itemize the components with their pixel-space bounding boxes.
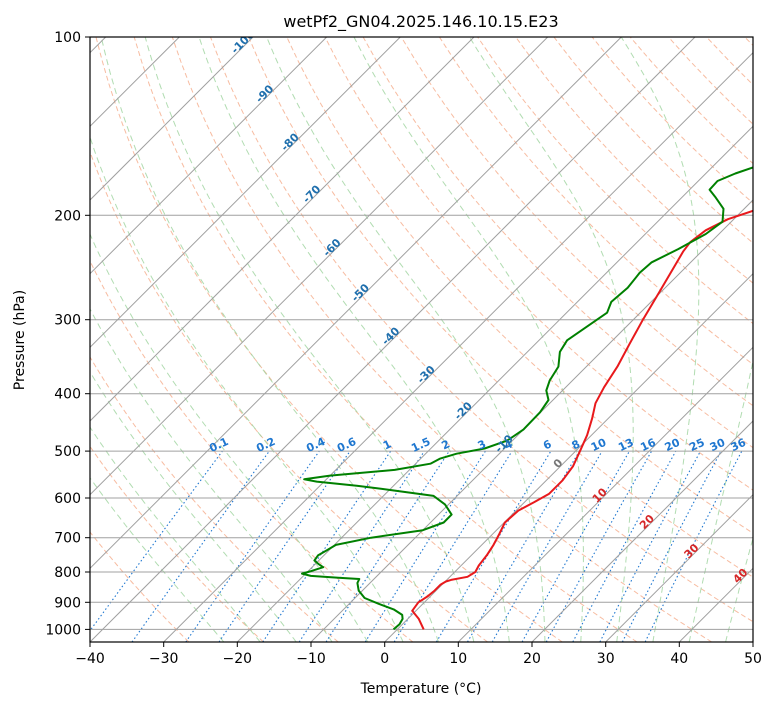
isotherm-gridline (310, 199, 753, 642)
x-tick-label: −10 (296, 651, 326, 667)
y-tick-label: 300 (54, 313, 81, 329)
isotherm-gridline (236, 125, 753, 642)
mixing-ratio-line (644, 450, 743, 642)
x-tick-label: −30 (149, 651, 179, 667)
isotherm-gridline (163, 51, 753, 642)
dry-adiabat-line (515, 37, 753, 284)
mixing-ratio-label: 16 (638, 436, 658, 454)
y-tick-label: 800 (54, 565, 81, 581)
x-tick-label: 50 (744, 651, 762, 667)
mixing-ratio-line (262, 450, 392, 642)
y-tick-label: 100 (54, 30, 81, 46)
x-tick-label: 0 (380, 651, 389, 667)
x-tick-label: −40 (75, 651, 105, 667)
y-tick-label: 900 (54, 595, 81, 611)
mixing-ratio-line (572, 450, 677, 642)
x-axis-label: Temperature (°C) (360, 681, 482, 697)
y-axis-label: Pressure (hPa) (12, 290, 28, 390)
y-tick-label: 600 (54, 491, 81, 507)
mixing-ratio-line (90, 450, 223, 632)
moist-adiabat-line (198, 37, 510, 642)
dry-adiabat-line (90, 531, 190, 642)
plot-frame (89, 36, 754, 643)
mixing-ratio-line (131, 450, 270, 642)
moist-adiabat-line (90, 135, 404, 642)
dry-adiabat-line (210, 37, 753, 623)
data-layer (301, 166, 753, 631)
dry-adiabat-line (171, 37, 712, 642)
moist-adiabat-line (353, 37, 584, 642)
chart-title: wetPf2_GN04.2025.146.10.15.E23 (283, 12, 558, 32)
mixing-ratio-line (325, 450, 450, 642)
moist-adiabat-line (688, 358, 753, 642)
dry-adiabat-line (90, 150, 488, 642)
mixing-ratio-line (298, 450, 425, 642)
isotherm-gridline (90, 37, 549, 496)
mixing-ratio-label: 13 (616, 436, 635, 454)
dry-adiabat-line (133, 37, 638, 642)
y-tick-label: 1000 (45, 622, 81, 638)
isotherm-gridline (90, 37, 401, 349)
dry-adiabat-line (324, 37, 753, 491)
mixing-ratio-label: 30 (708, 436, 728, 454)
grid-layer (90, 37, 753, 642)
mixing-ratio-label: 36 (729, 436, 749, 454)
moist-adiabat-line (90, 426, 261, 642)
dry-adiabat-line (95, 37, 563, 642)
isotherm-gridline (90, 37, 622, 570)
moist-adiabat-line (90, 308, 333, 642)
x-tick-label: 40 (670, 651, 688, 667)
x-tick-label: −20 (223, 651, 253, 667)
y-ticks: 1000 900 800 700 600 500 400 300 200 100 (45, 30, 90, 638)
mixing-ratio-line (545, 450, 653, 642)
moist-adiabat-line (90, 232, 369, 642)
isotherm-gridline (531, 420, 753, 642)
mixing-ratio-line (185, 450, 320, 642)
dry-adiabat-line (400, 37, 753, 407)
isotherm-gridline (457, 346, 753, 642)
y-tick-label: 500 (54, 444, 81, 460)
x-tick-label: 10 (449, 651, 467, 667)
y-tick-label: 400 (54, 387, 81, 403)
mixing-ratio-line (521, 450, 630, 642)
mixing-ratio-label: 25 (687, 436, 706, 454)
dry-adiabat-line (248, 37, 753, 578)
moist-adiabat-line (144, 37, 475, 642)
dewpoint-profile-line (301, 166, 753, 631)
dry-adiabat-line (438, 37, 753, 366)
x-tick-label: 20 (523, 651, 541, 667)
isotherm-gridline (90, 37, 696, 642)
dry-adiabat-line (90, 445, 264, 642)
isotherm-gridline (384, 272, 753, 642)
mixing-ratio-line (218, 450, 351, 642)
moist-adiabat-line (90, 370, 297, 642)
moist-adiabat-line (725, 536, 753, 642)
moist-adiabat-line (620, 37, 700, 642)
isotherm-gridline (605, 493, 753, 642)
x-tick-label: 30 (597, 651, 615, 667)
y-tick-label: 200 (54, 208, 81, 224)
mixing-ratio-line (393, 450, 513, 642)
moist-adiabat-line (90, 476, 225, 642)
mixing-ratio-label: 20 (663, 436, 683, 454)
y-tick-label: 700 (54, 531, 81, 547)
isotherm-gridline (90, 37, 475, 422)
isotherm-gridline (90, 37, 328, 275)
x-ticks: −40 −30 −20 −10 0 10 20 30 40 50 (75, 642, 762, 667)
dry-adiabat-line (90, 356, 339, 642)
isotherm-gridline (90, 37, 254, 201)
temperature-profile-line (411, 209, 753, 630)
mixing-ratio-label: 10 (589, 436, 609, 454)
moist-adiabat-line (266, 37, 546, 642)
